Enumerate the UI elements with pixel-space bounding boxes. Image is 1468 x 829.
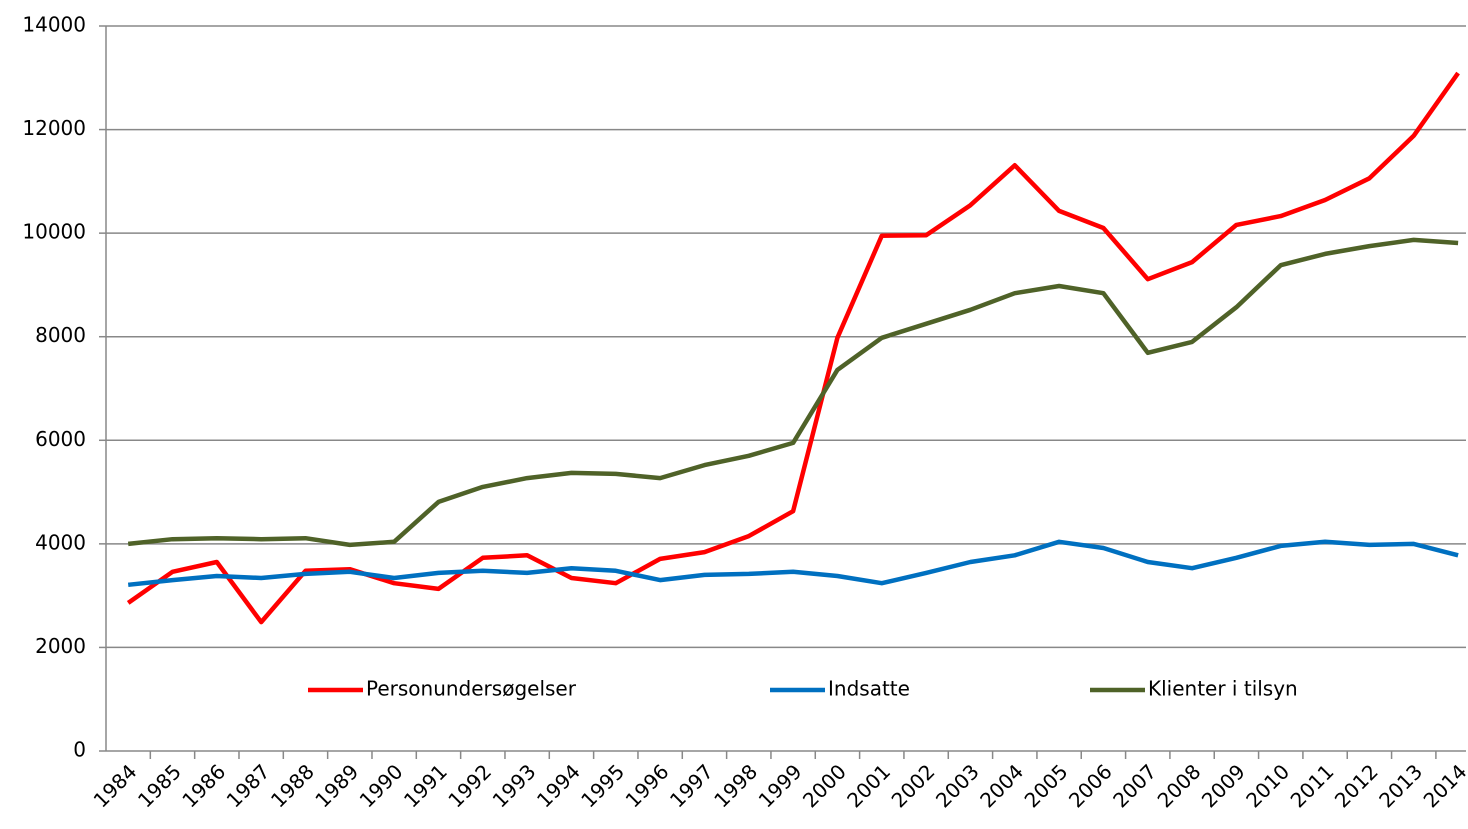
legend-label: Indsatte bbox=[828, 677, 910, 701]
x-tick-label: 1987 bbox=[222, 759, 275, 812]
x-tick-label: 1988 bbox=[266, 759, 319, 812]
x-tick-label: 1995 bbox=[576, 759, 629, 812]
x-tick-label: 2011 bbox=[1286, 759, 1339, 812]
x-tick-label: 1994 bbox=[532, 759, 585, 812]
legend-label: Klienter i tilsyn bbox=[1148, 677, 1298, 701]
series-line bbox=[128, 542, 1458, 585]
x-tick-label: 2014 bbox=[1419, 759, 1468, 812]
x-tick-label: 1997 bbox=[665, 759, 718, 812]
chart: 0 2000 4000 6000 8000 10000 12000 14000 19841985… bbox=[0, 0, 1468, 825]
x-tick-label: 1996 bbox=[621, 759, 674, 812]
series-line bbox=[128, 240, 1458, 545]
x-tick-label: 2008 bbox=[1153, 759, 1206, 812]
x-tick-label: 1984 bbox=[89, 759, 142, 812]
legend-label: Personundersøgelser bbox=[366, 677, 577, 701]
x-tick-label: 2007 bbox=[1108, 759, 1161, 812]
x-tick-label: 1991 bbox=[399, 759, 452, 812]
x-tick-label: 1986 bbox=[177, 759, 230, 812]
x-tick-label: 2009 bbox=[1197, 759, 1250, 812]
x-tick-label: 1990 bbox=[355, 759, 408, 812]
y-tick-label: 0 bbox=[73, 738, 86, 762]
x-tick-label: 2003 bbox=[931, 759, 984, 812]
x-tick-label: 1985 bbox=[133, 759, 186, 812]
x-tick-label: 2012 bbox=[1330, 759, 1383, 812]
x-tick-label: 1989 bbox=[310, 759, 363, 812]
x-tick-label: 2000 bbox=[798, 759, 851, 812]
x-tick-label: 2004 bbox=[975, 759, 1028, 812]
y-tick-label: 4000 bbox=[35, 530, 86, 554]
x-tick-label: 2010 bbox=[1241, 759, 1294, 812]
x-tick-label: 2005 bbox=[1020, 759, 1073, 812]
x-tick-label: 2013 bbox=[1374, 759, 1427, 812]
x-tick-label: 1998 bbox=[709, 759, 762, 812]
y-tick-label: 8000 bbox=[35, 323, 86, 347]
x-tick-label: 2002 bbox=[887, 759, 940, 812]
x-tick-label: 1992 bbox=[443, 759, 496, 812]
y-tick-label: 2000 bbox=[35, 634, 86, 658]
x-tick-label: 1993 bbox=[488, 759, 541, 812]
x-tick-label: 2006 bbox=[1064, 759, 1117, 812]
y-tick-label: 12000 bbox=[22, 116, 86, 140]
x-tick-label: 2001 bbox=[842, 759, 895, 812]
y-tick-label: 6000 bbox=[35, 427, 86, 451]
y-tick-label: 10000 bbox=[22, 220, 86, 244]
y-tick-label: 14000 bbox=[22, 13, 86, 37]
x-tick-label: 1999 bbox=[754, 759, 807, 812]
